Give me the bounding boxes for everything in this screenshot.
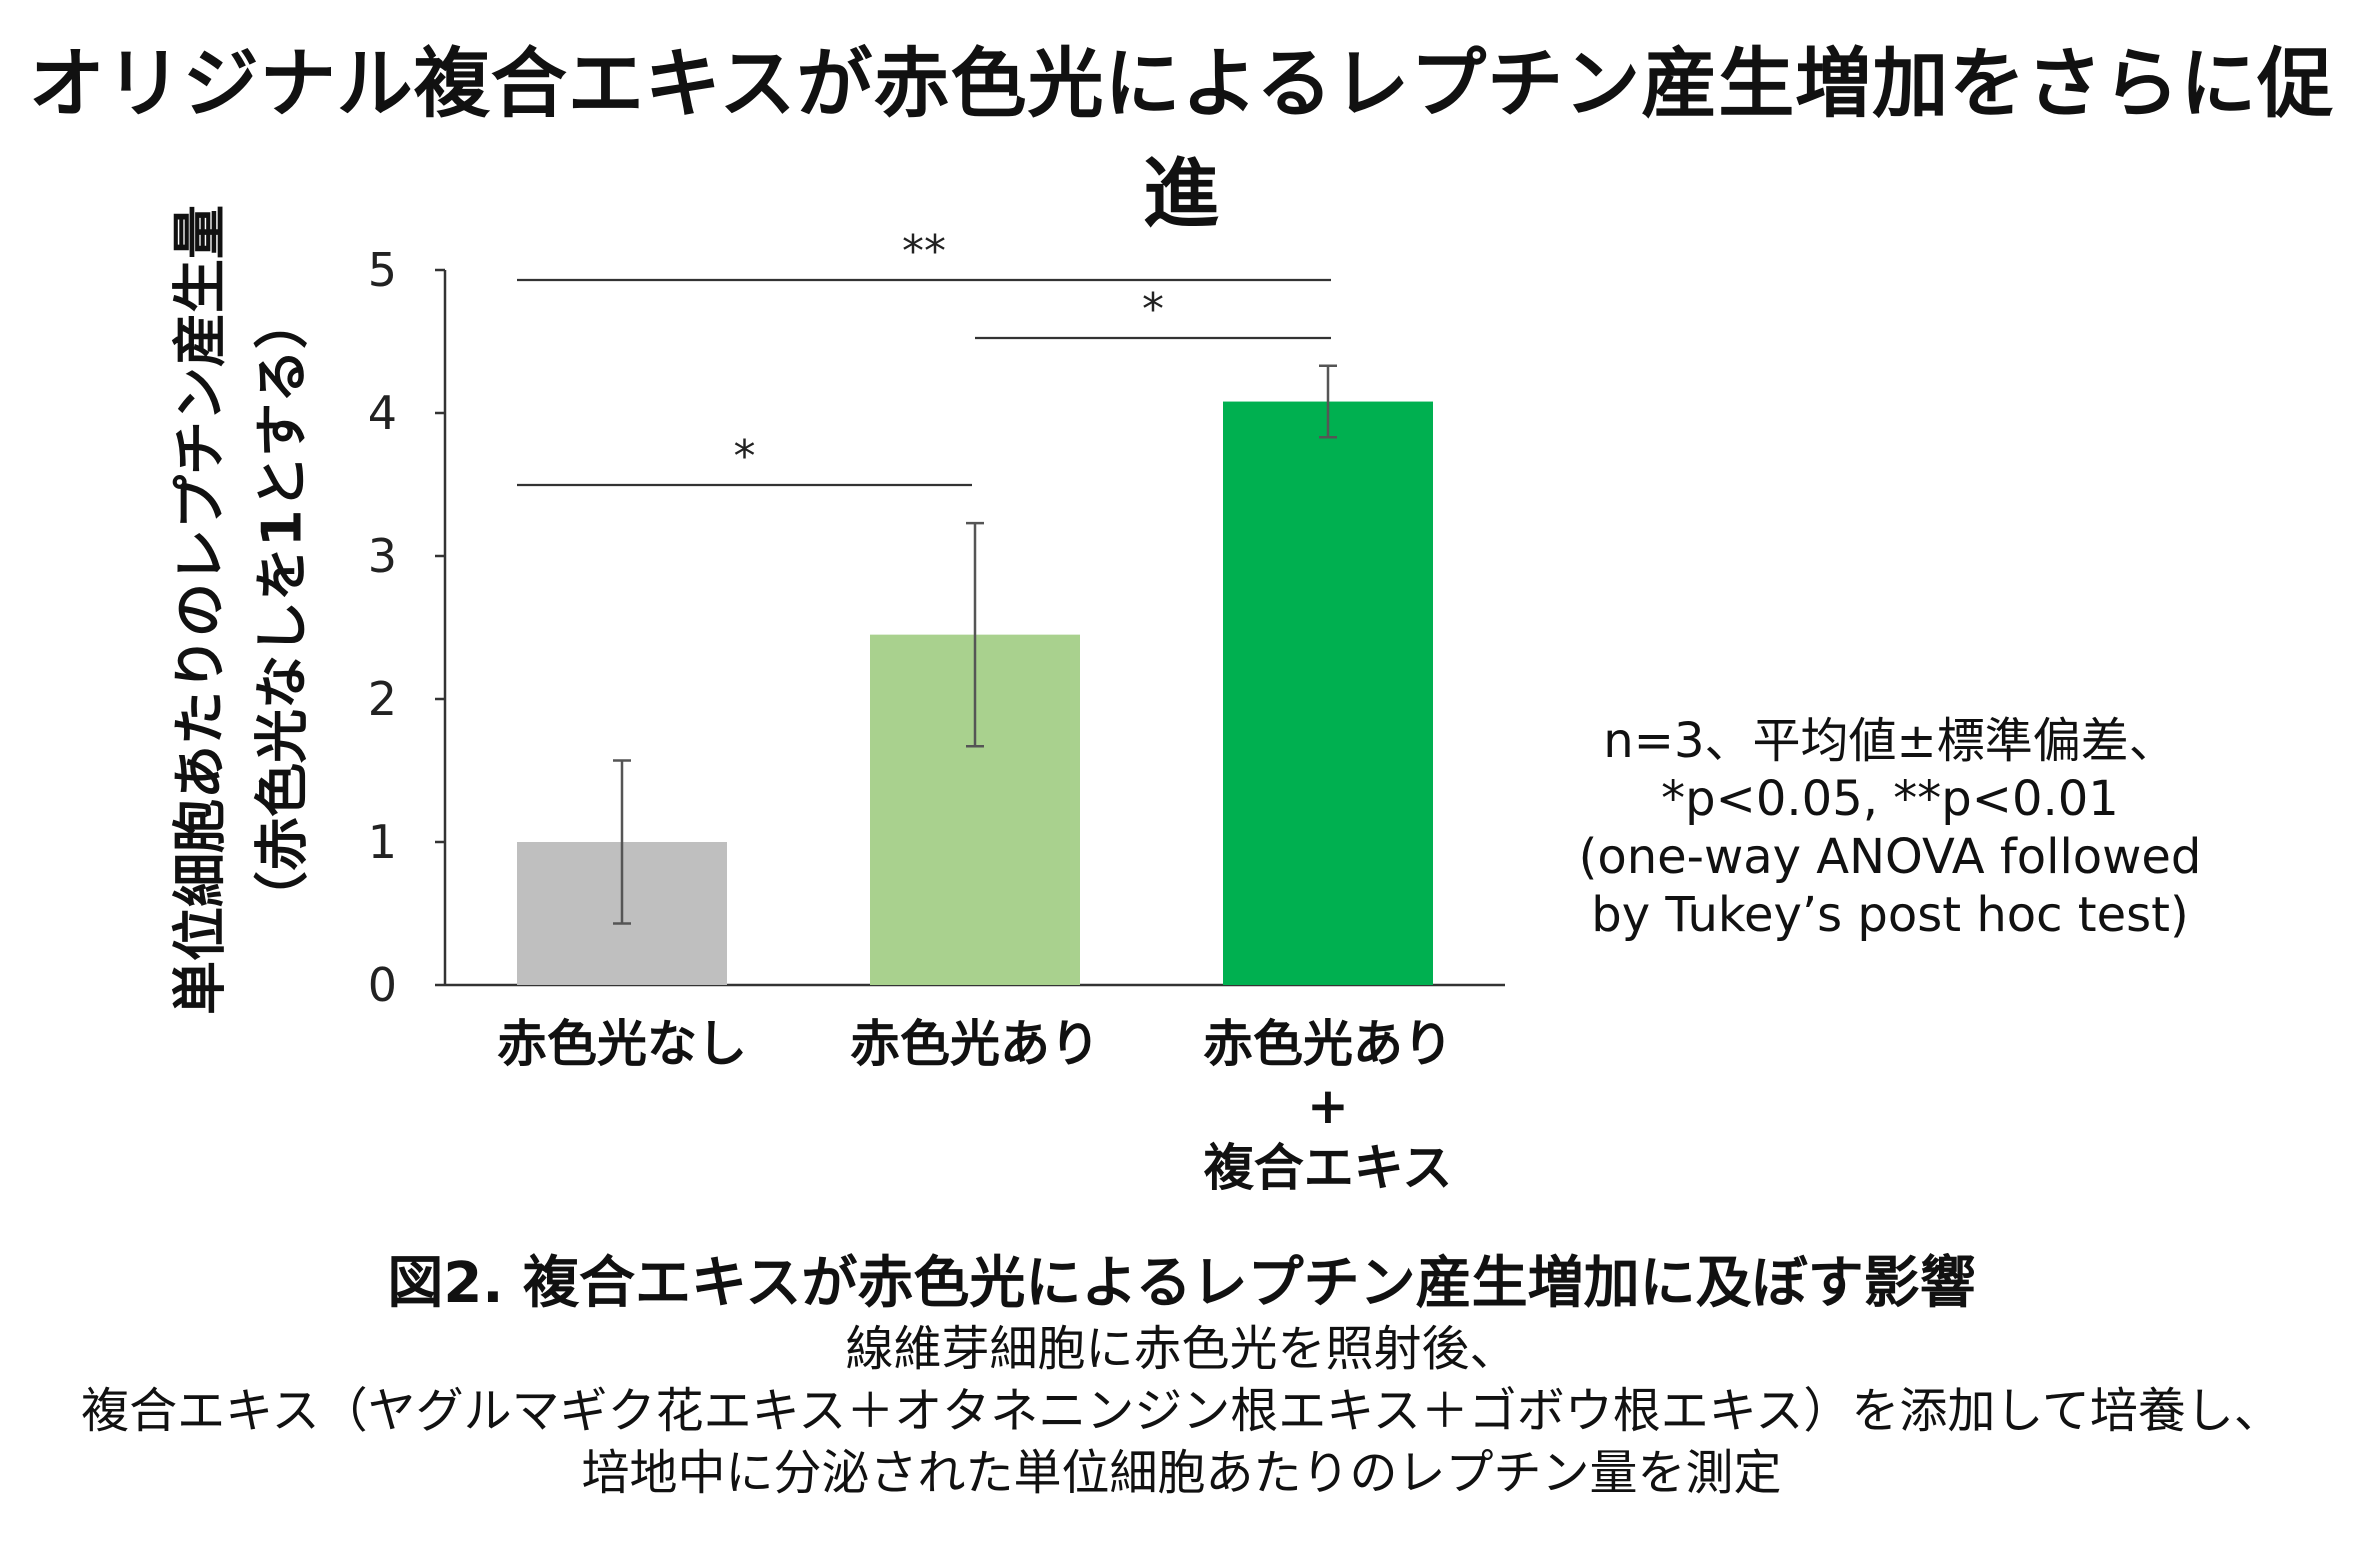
y-axis-label-line-1: 単位細胞あたりのレプチン産生量: [168, 205, 232, 1015]
figure-caption-body: 線維芽細胞に赤色光を照射後、 複合エキス（ヤグルマギク花エキス＋オタネニンジン根…: [0, 1318, 2363, 1504]
y-tick-label: 4: [368, 386, 397, 440]
significance-marker: *: [1142, 284, 1164, 335]
statistics-note: n=3、平均値±標準偏差、 *p<0.05, **p<0.01 (one-way…: [1530, 712, 2250, 944]
y-tick-label: 3: [368, 529, 397, 583]
note-line: by Tukey’s post hoc test): [1591, 887, 2189, 943]
y-axis-label: 単位細胞あたりのレプチン産生量 （赤色光なしを1とする）: [150, 205, 320, 1015]
category-label-light-plus-extract: 赤色光あり + 複合エキス: [1203, 1015, 1453, 1197]
y-tick-label: 5: [368, 243, 397, 297]
note-line: (one-way ANOVA followed: [1578, 829, 2202, 885]
caption-line: 培地中に分泌された単位細胞あたりのレプチン量を測定: [581, 1445, 1782, 1501]
significance-marker: **: [902, 226, 946, 277]
y-tick-label: 0: [368, 958, 397, 1012]
note-line: n=3、平均値±標準偏差、: [1603, 713, 2177, 769]
y-tick-label: 1: [368, 815, 397, 869]
page-title: オリジナル複合エキスが赤色光によるレプチン産生増加をさらに促進: [28, 39, 2335, 238]
caption-line: 線維芽細胞に赤色光を照射後、: [845, 1321, 1518, 1377]
y-tick-label: 2: [368, 672, 397, 726]
note-line: *p<0.05, **p<0.01: [1661, 771, 2119, 827]
caption-line: 複合エキス（ヤグルマギク花エキス＋オタネニンジン根エキス＋ゴボウ根エキス）を添加…: [81, 1383, 2282, 1439]
y-axis-label-line-2: （赤色光なしを1とする）: [250, 295, 314, 925]
significance-marker: *: [734, 431, 756, 482]
figure-caption-title: 図2. 複合エキスが赤色光によるレプチン産生増加に及ぼす影響: [387, 1251, 1976, 1316]
category-label-light: 赤色光あり: [850, 1015, 1100, 1073]
category-label-no-light: 赤色光なし: [497, 1015, 747, 1073]
bar: [1223, 401, 1433, 985]
